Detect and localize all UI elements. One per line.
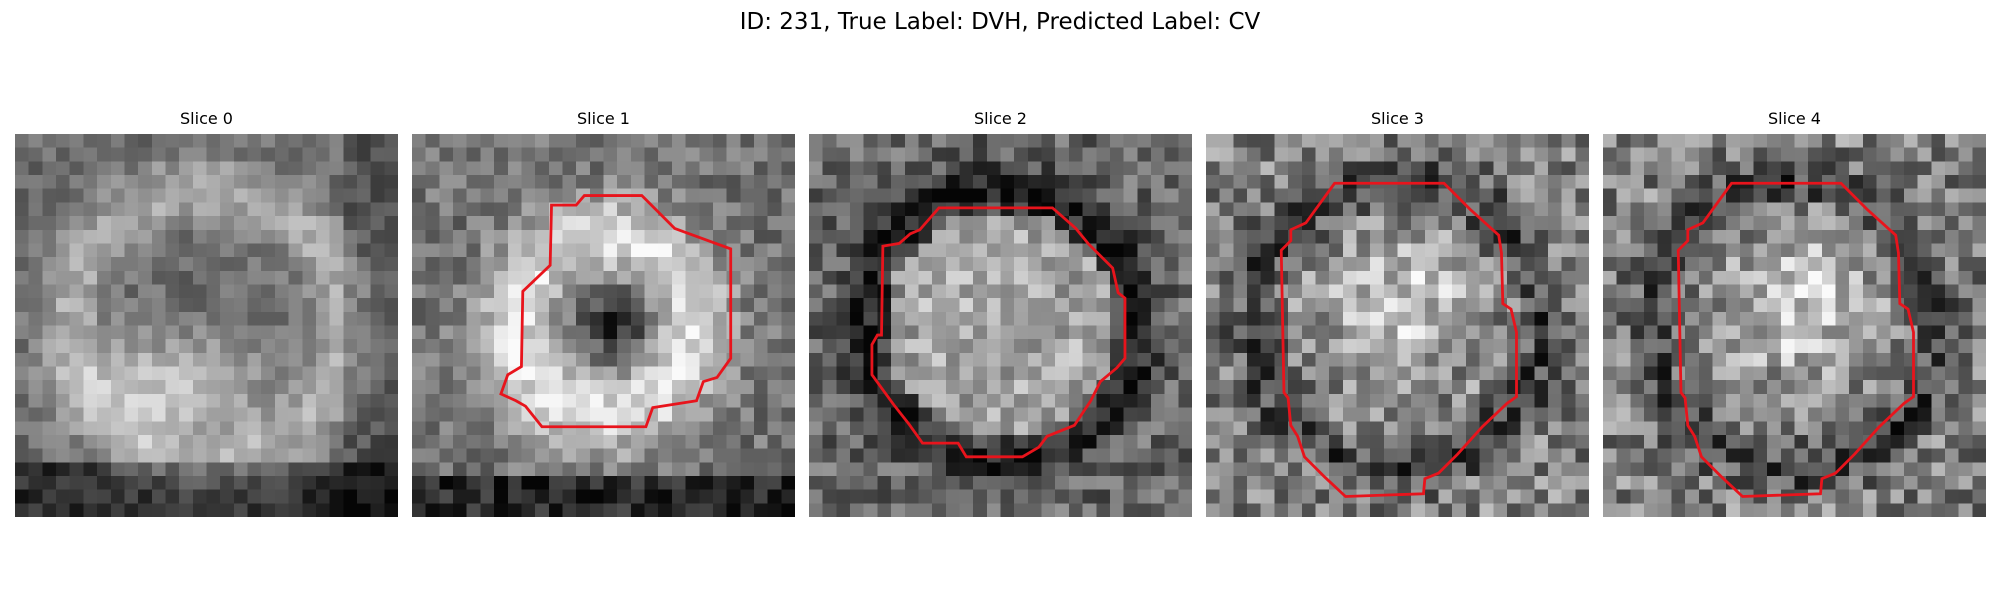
pixel-grid	[1603, 134, 1986, 517]
slice-image-2	[809, 134, 1192, 517]
slice-title-0: Slice 0	[180, 109, 233, 128]
slice-image-0	[15, 134, 398, 517]
slice-title-4: Slice 4	[1768, 109, 1821, 128]
slice-panel-1: Slice 1	[412, 108, 795, 517]
pixel-grid	[1206, 134, 1589, 517]
slice-panel-3: Slice 3	[1206, 108, 1589, 517]
pixel-grid	[809, 134, 1192, 517]
slice-title-2: Slice 2	[974, 109, 1027, 128]
slice-panel-4: Slice 4	[1603, 108, 1986, 517]
contour-outline	[501, 196, 731, 427]
pixel-grid	[15, 134, 398, 517]
figure-title: ID: 231, True Label: DVH, Predicted Labe…	[739, 9, 1261, 35]
slice-title-3: Slice 3	[1371, 109, 1424, 128]
slice-image-4	[1603, 134, 1986, 517]
contour-outline	[1281, 183, 1516, 496]
contour-outline	[872, 208, 1125, 457]
slice-panel-2: Slice 2	[809, 108, 1192, 517]
slice-panel-0: Slice 0	[15, 108, 398, 517]
pixel-grid	[412, 134, 795, 517]
slice-image-3	[1206, 134, 1589, 517]
contour-outline	[1678, 183, 1913, 496]
slice-image-1	[412, 134, 795, 517]
slice-title-1: Slice 1	[577, 109, 630, 128]
